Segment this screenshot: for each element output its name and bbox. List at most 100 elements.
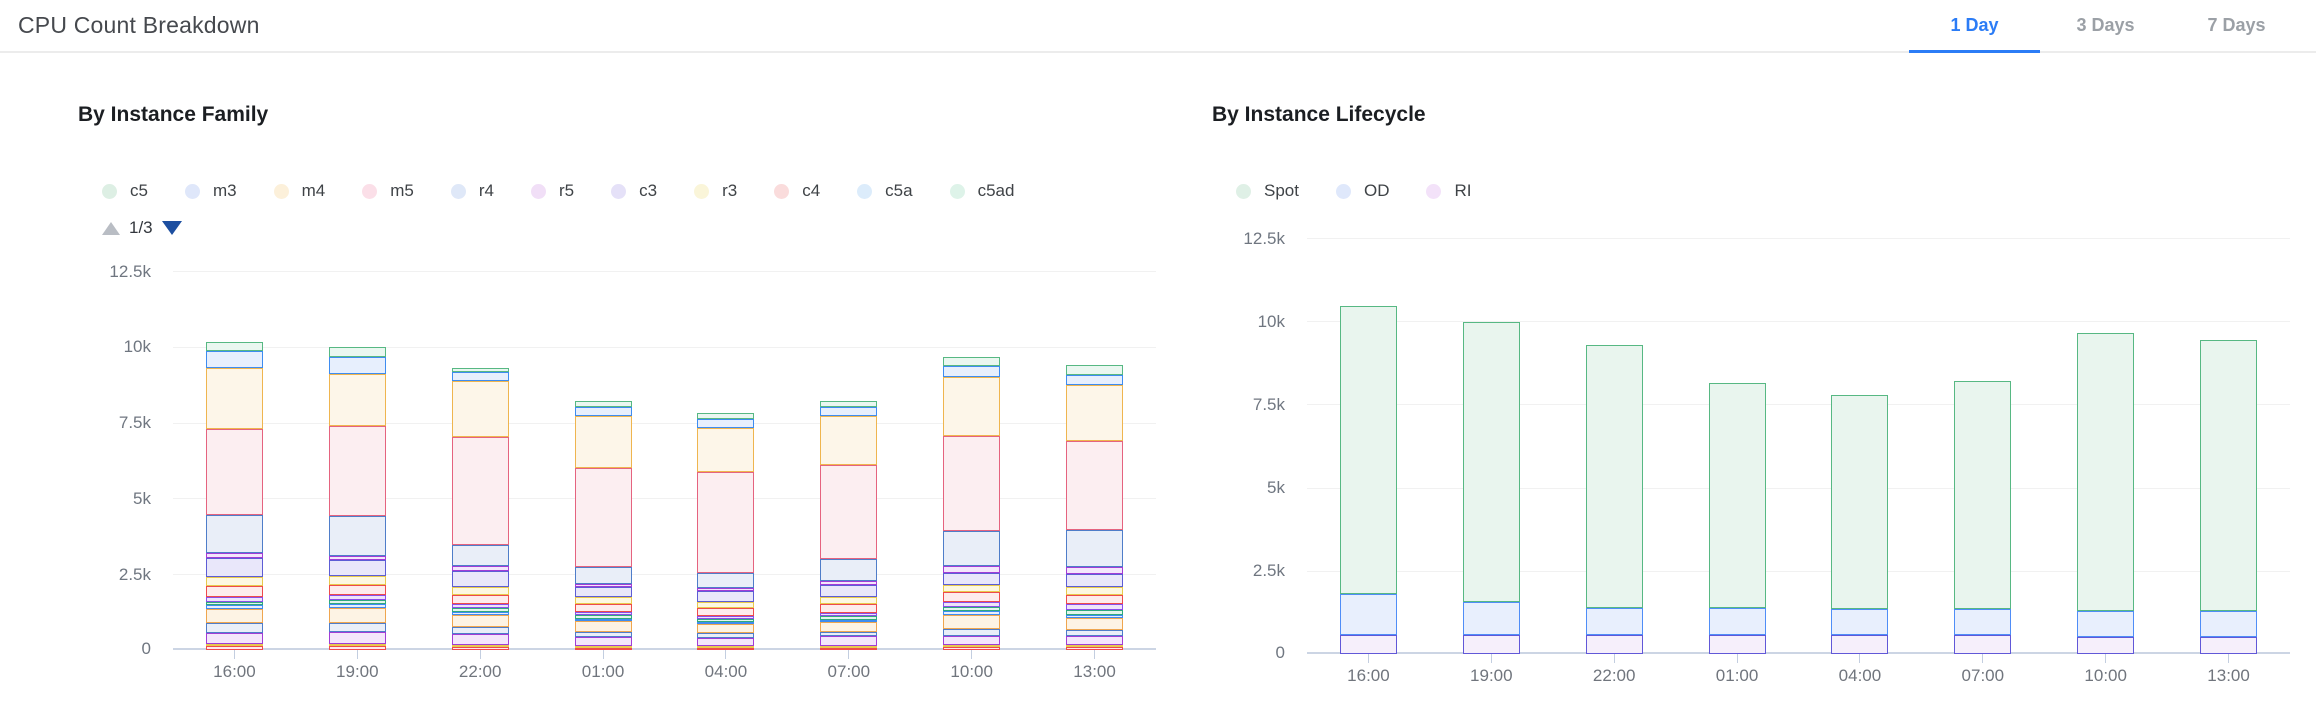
legend-item-spot[interactable]: Spot (1236, 181, 1299, 201)
bar-segment[interactable] (451, 437, 509, 545)
bar-segment[interactable] (451, 646, 509, 650)
bar-segment[interactable] (820, 622, 878, 632)
bar-segment[interactable] (1339, 306, 1397, 595)
bar-segment[interactable] (1585, 344, 1643, 609)
bar-segment[interactable] (328, 555, 386, 561)
bar-segment[interactable] (820, 613, 878, 617)
bar-segment[interactable] (697, 418, 755, 428)
bar-segment[interactable] (1462, 321, 1520, 603)
bar-segment[interactable] (328, 632, 386, 645)
bar-segment[interactable] (328, 599, 386, 605)
bar-segment[interactable] (205, 515, 263, 554)
legend-item-c5ad[interactable]: c5ad (949, 181, 1014, 201)
bar-segment[interactable] (574, 631, 632, 638)
bar-segment[interactable] (1831, 635, 1889, 654)
bar-segment[interactable] (451, 372, 509, 382)
bar-segment[interactable] (451, 544, 509, 567)
bar-segment[interactable] (1708, 608, 1766, 636)
bar-segment[interactable] (2200, 636, 2258, 654)
bar-segment[interactable] (943, 436, 1001, 532)
legend-item-m4[interactable]: m4 (273, 181, 325, 201)
bar-segment[interactable] (205, 577, 263, 587)
bar-segment[interactable] (1066, 604, 1124, 611)
bar-segment[interactable] (328, 604, 386, 608)
bar-segment[interactable] (1954, 381, 2012, 609)
bar-segment[interactable] (205, 342, 263, 352)
bar-segment[interactable] (820, 559, 878, 582)
bar-segment[interactable] (697, 608, 755, 616)
bar-segment[interactable] (574, 645, 632, 648)
bar-segment[interactable] (820, 464, 878, 560)
bar-segment[interactable] (451, 570, 509, 588)
bar-segment[interactable] (328, 644, 386, 647)
bar-segment[interactable] (205, 586, 263, 597)
bar-segment[interactable] (328, 373, 386, 426)
bar-segment[interactable] (1831, 608, 1889, 636)
bar-segment[interactable] (943, 592, 1001, 603)
bar-segment[interactable] (205, 643, 263, 647)
bar-segment[interactable] (943, 614, 1001, 629)
bar-segment[interactable] (1066, 566, 1124, 574)
bar-segment[interactable] (205, 633, 263, 644)
bar-segment[interactable] (1066, 614, 1124, 618)
bar-segment[interactable] (328, 346, 386, 358)
bar-segment[interactable] (451, 367, 509, 373)
bar-segment[interactable] (451, 604, 509, 608)
bar-segment[interactable] (451, 587, 509, 595)
legend-item-m5[interactable]: m5 (362, 181, 414, 201)
bar-segment[interactable] (820, 647, 878, 650)
bar-segment[interactable] (1585, 608, 1643, 636)
bar-segment[interactable] (1462, 635, 1520, 654)
bar-segment[interactable] (1066, 384, 1124, 441)
bar-segment[interactable] (1066, 644, 1124, 647)
bar-segment[interactable] (574, 467, 632, 568)
bar-segment[interactable] (574, 416, 632, 468)
bar-segment[interactable] (1066, 635, 1124, 645)
bar-segment[interactable] (820, 416, 878, 465)
bar-segment[interactable] (697, 602, 755, 609)
bar-segment[interactable] (574, 647, 632, 650)
bar-segment[interactable] (574, 618, 632, 622)
bar-segment[interactable] (1462, 602, 1520, 636)
bar-segment[interactable] (1708, 382, 1766, 609)
legend-item-r5[interactable]: r5 (530, 181, 574, 201)
bar-segment[interactable] (697, 591, 755, 603)
bar-segment[interactable] (451, 594, 509, 605)
bar-segment[interactable] (1066, 374, 1124, 385)
bar-segment[interactable] (697, 572, 755, 588)
bar-segment[interactable] (1831, 395, 1889, 609)
bar-segment[interactable] (1066, 617, 1124, 630)
bar-segment[interactable] (205, 601, 263, 606)
bar-segment[interactable] (697, 471, 755, 573)
bar-segment[interactable] (820, 407, 878, 417)
bar-segment[interactable] (943, 377, 1001, 437)
bar-segment[interactable] (328, 357, 386, 374)
bar-segment[interactable] (574, 597, 632, 604)
bar-segment[interactable] (1066, 365, 1124, 375)
bar-segment[interactable] (1954, 608, 2012, 636)
bar-segment[interactable] (451, 611, 509, 615)
bar-segment[interactable] (820, 400, 878, 408)
bar-segment[interactable] (574, 615, 632, 619)
legend-item-c4[interactable]: c4 (774, 181, 820, 201)
bar-segment[interactable] (205, 596, 263, 602)
bar-segment[interactable] (328, 516, 386, 556)
bar-segment[interactable] (820, 604, 878, 614)
bar-segment[interactable] (205, 368, 263, 429)
bar-segment[interactable] (697, 647, 755, 650)
bar-segment[interactable] (1954, 635, 2012, 654)
bar-segment[interactable] (574, 567, 632, 584)
bar-segment[interactable] (943, 573, 1001, 585)
legend-item-m3[interactable]: m3 (184, 181, 237, 201)
bar-segment[interactable] (1066, 440, 1124, 531)
bar-segment[interactable] (1066, 610, 1124, 615)
bar-segment[interactable] (1585, 635, 1643, 654)
bar-segment[interactable] (574, 583, 632, 588)
bar-segment[interactable] (943, 602, 1001, 607)
legend-item-c3[interactable]: c3 (611, 181, 657, 201)
bar-segment[interactable] (205, 605, 263, 610)
bar-segment[interactable] (820, 597, 878, 605)
bar-segment[interactable] (820, 616, 878, 620)
bar-segment[interactable] (697, 618, 755, 622)
bar-segment[interactable] (820, 645, 878, 648)
